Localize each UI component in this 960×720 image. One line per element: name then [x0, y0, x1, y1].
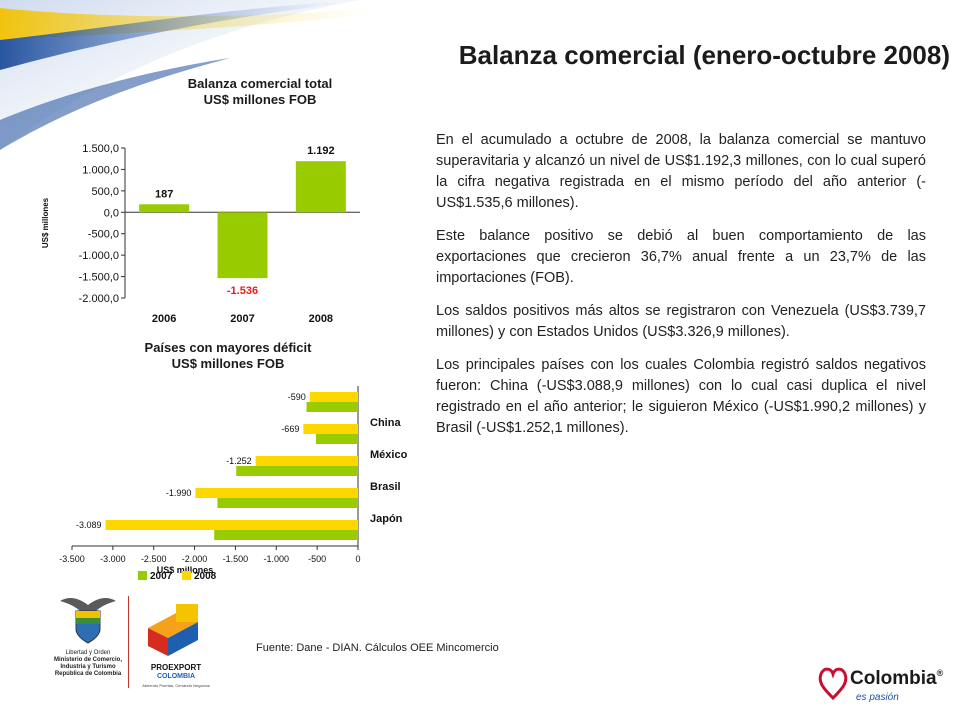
x-tick-label: -2.000 [182, 554, 208, 564]
bar-data-label: -1.536 [227, 285, 258, 297]
y-tick-label: -1.000,0 [79, 250, 119, 262]
paragraph-3: Los saldos positivos más altos se regist… [436, 303, 926, 340]
colombia-brand-name: Colombia [850, 668, 937, 689]
bar-data-label: -669 [281, 424, 299, 434]
chart1-title-line1: Balanza comercial total [187, 76, 333, 91]
x-tick-label: -2.500 [141, 554, 167, 564]
chart1-title-line2: US$ millones FOB [203, 92, 317, 107]
slide-title: Balanza comercial (enero-octubre 2008) [458, 40, 950, 70]
bar-data-label: -1.990 [166, 488, 192, 498]
ministry-logo: Libertad y Orden Ministerio de Comercio,… [50, 595, 126, 695]
colombia-brand-logo: Colombia® es pasión [818, 660, 948, 710]
y-tick-label: 0,0 [104, 207, 119, 219]
bar-2007 [236, 466, 358, 476]
body-text: En el acumulado a octubre de 2008, la ba… [436, 130, 926, 451]
paragraph-2: Este balance positivo se debió al buen c… [436, 228, 926, 286]
chart2-title-line2: US$ millones FOB [171, 356, 285, 371]
x-tick-label: -3.000 [100, 554, 126, 564]
proexport-sub: COLOMBIA [156, 673, 196, 680]
proexport-name: PROEXPORT [150, 663, 202, 672]
bar-2007 [217, 498, 358, 508]
legend-label-2008: 2008 [194, 571, 217, 582]
x-tick-label: -500 [308, 554, 326, 564]
ministry-line-4: República de Colombia [54, 671, 122, 677]
paragraph-1: En el acumulado a octubre de 2008, la ba… [436, 132, 926, 211]
bar-data-label: -3.089 [76, 520, 102, 530]
bar-2007 [306, 402, 358, 412]
x-axis-title: US$ millones [157, 565, 214, 575]
bar-data-label: 1.192 [307, 145, 335, 157]
legend-swatch-2007 [138, 571, 147, 580]
bar-2008 [255, 456, 358, 466]
y-axis-title: US$ millones [41, 197, 50, 248]
colombia-registered-mark: ® [936, 668, 944, 678]
chart2-title: Países con mayores déficit US$ millones … [88, 340, 368, 372]
bar-2008 [303, 424, 358, 434]
bar-2008 [309, 392, 358, 402]
x-category-label: 2006 [152, 313, 176, 325]
bar-2008 [105, 520, 359, 530]
country-label: Japón [370, 513, 403, 525]
bar-2007 [217, 212, 268, 279]
ministry-line-3: Industria y Turismo [60, 664, 116, 670]
bar-2006 [139, 204, 190, 213]
y-tick-label: 500,0 [91, 186, 119, 198]
bar-2008 [195, 488, 358, 498]
x-tick-label: -1.000 [264, 554, 290, 564]
proexport-tagline: Abriendo Puertas, Cerrando Negocios [142, 683, 210, 688]
ministry-line-2: Ministerio de Comercio, [53, 657, 122, 663]
logo-divider [128, 596, 129, 688]
proexport-icon [148, 604, 198, 656]
bar-data-label: 187 [155, 188, 173, 200]
x-tick-label: -1.500 [223, 554, 249, 564]
legend-swatch-2008 [182, 571, 191, 580]
x-tick-label: 0 [355, 554, 360, 564]
bar-2007 [315, 434, 358, 444]
x-tick-label: -3.500 [59, 554, 85, 564]
y-tick-label: -500,0 [88, 229, 119, 241]
ministry-line-1: Libertad y Orden [65, 650, 111, 656]
y-tick-label: 1.000,0 [82, 164, 119, 176]
y-tick-label: 1.500,0 [82, 143, 119, 155]
bar-data-label: -590 [288, 392, 306, 402]
trade-balance-chart: 1.500,0 1.000,0 500,0 0,0 -500,0 -1.000,0 -1.5… [41, 143, 360, 325]
colombia-tagline: es pasión [856, 692, 899, 703]
bar-data-label: -1.252 [226, 456, 252, 466]
legend-label-2007: 2007 [150, 571, 173, 582]
x-category-label: 2008 [309, 313, 333, 325]
coat-of-arms-icon [60, 598, 116, 644]
y-tick-label: -1.500,0 [79, 272, 119, 284]
country-label: Brasil [370, 481, 401, 493]
proexport-logo: PROEXPORT COLOMBIA Abriendo Puertas, Cer… [138, 600, 214, 690]
y-tick-label: -2.000,0 [79, 293, 119, 305]
country-label: China [370, 417, 401, 429]
country-label: México [370, 449, 408, 461]
paragraph-4: Los principales países con los cuales Co… [436, 357, 926, 436]
bar-2008 [295, 161, 346, 213]
source-note: Fuente: Dane - DIAN. Cálculos OEE Mincom… [256, 642, 499, 654]
x-category-label: 2007 [230, 313, 254, 325]
heart-icon [818, 667, 848, 701]
chart2-title-line1: Países con mayores déficit [144, 340, 312, 355]
bar-2007 [214, 530, 358, 540]
chart1-title: Balanza comercial total US$ millones FOB [120, 76, 400, 108]
deficit-countries-chart: -3.500 -3.000 -2.500 -2.000 -1.500 -1.000 -500… [59, 386, 408, 582]
